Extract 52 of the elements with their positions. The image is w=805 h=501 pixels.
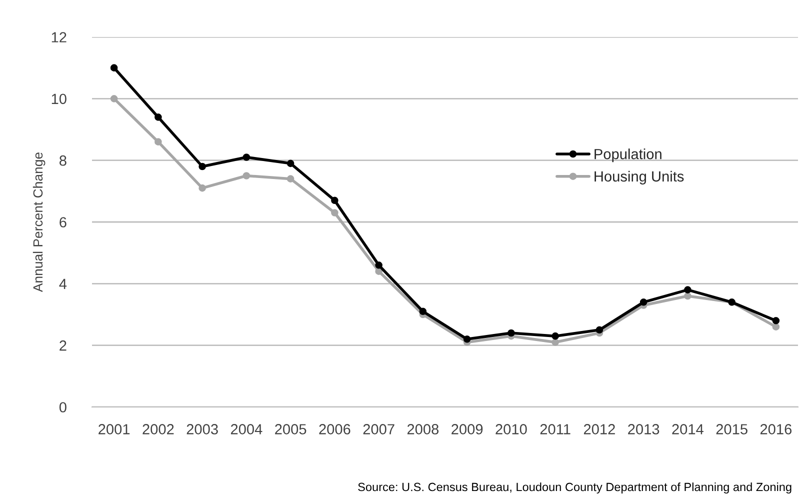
x-tick-label: 2003 xyxy=(186,424,218,434)
point xyxy=(508,329,515,337)
point xyxy=(552,332,559,340)
point xyxy=(154,138,162,146)
x-tick-label: 2011 xyxy=(540,424,570,434)
point xyxy=(242,172,250,180)
x-tick-label: 2010 xyxy=(496,424,527,434)
x-tick-label: 2015 xyxy=(716,424,748,434)
x-tick-label: 2009 xyxy=(452,424,483,434)
source-note: Source: U.S. Census Bureau, Loudoun County Department of Planning and Zoning xyxy=(358,482,792,494)
point xyxy=(772,317,780,324)
y-tick-label: 6 xyxy=(60,217,66,228)
x-tick-label: 2014 xyxy=(672,424,704,434)
x-tick-label: 2007 xyxy=(363,424,394,434)
point xyxy=(684,286,692,294)
y-tick-label: 2 xyxy=(60,340,66,351)
point xyxy=(684,292,692,300)
point xyxy=(375,268,382,275)
x-tick-label: 2004 xyxy=(230,424,262,434)
y-tick-label: 10 xyxy=(52,94,66,104)
y-tick-label: 12 xyxy=(52,32,66,42)
x-tick-label: 2012 xyxy=(584,424,615,434)
point xyxy=(552,338,559,346)
x-tick-label: 2013 xyxy=(628,424,660,434)
point xyxy=(596,326,604,334)
x-tick-label: 2001 xyxy=(98,424,130,434)
legend-label: Population xyxy=(594,148,662,162)
y-axis-title: Annual Percent Change xyxy=(32,152,46,292)
legend-label: Housing Units xyxy=(594,170,684,184)
y-tick-label: 8 xyxy=(60,155,66,166)
point xyxy=(198,162,206,170)
x-tick-label: 2006 xyxy=(319,424,350,434)
point xyxy=(110,64,118,72)
point xyxy=(198,184,206,192)
x-tick-label: 2016 xyxy=(760,424,792,434)
y-tick-label: 0 xyxy=(59,402,66,412)
y-tick-label: 4 xyxy=(59,278,67,289)
point xyxy=(331,196,338,204)
point xyxy=(154,114,162,121)
x-tick-label: 2002 xyxy=(142,424,174,434)
point xyxy=(286,160,294,168)
point xyxy=(640,298,648,306)
x-tick-label: 2005 xyxy=(275,424,306,434)
point xyxy=(772,323,780,330)
point xyxy=(375,262,382,269)
point xyxy=(331,209,338,216)
point xyxy=(242,154,250,161)
x-tick-label: 2008 xyxy=(407,424,439,434)
point xyxy=(286,175,294,182)
point xyxy=(110,95,118,102)
point xyxy=(463,336,471,343)
point xyxy=(419,308,427,316)
